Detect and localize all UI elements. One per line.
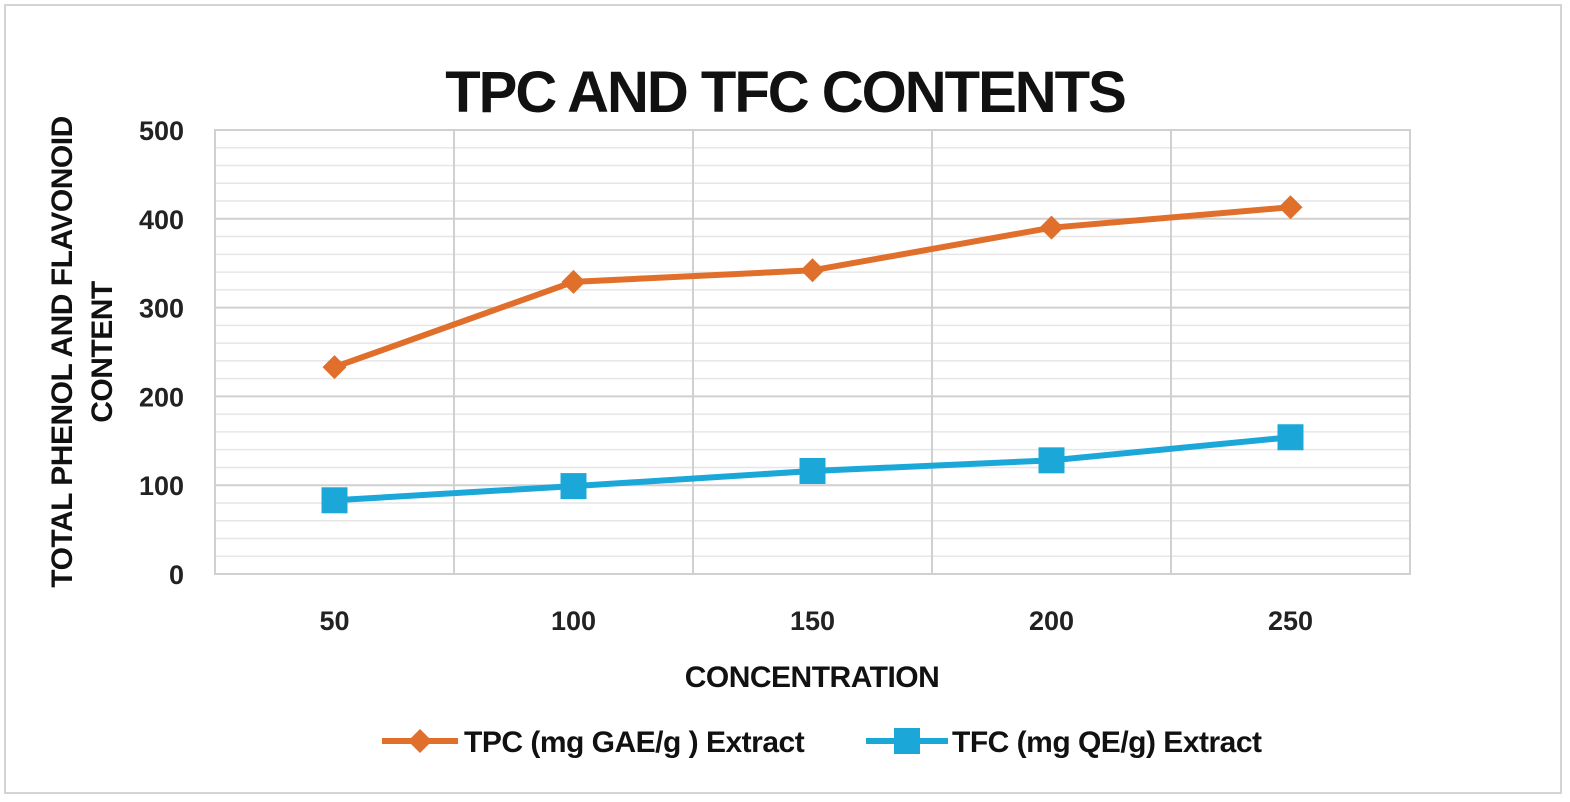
y-tick-label: 400 bbox=[139, 205, 184, 235]
series-tfc bbox=[321, 424, 1304, 514]
x-tick-label: 150 bbox=[790, 606, 835, 636]
legend-item-tfc: TFC (mg QE/g) Extract bbox=[866, 726, 1263, 759]
y-tick-label: 500 bbox=[139, 116, 184, 146]
data-point-square bbox=[799, 457, 826, 484]
x-axis-label: CONCENTRATION bbox=[685, 661, 940, 694]
plot-area-border bbox=[214, 129, 1411, 575]
chart-frame bbox=[4, 4, 1562, 794]
y-axis-label-line2: CONTENT bbox=[86, 281, 119, 423]
data-point-diamond bbox=[322, 355, 347, 380]
data-point-square bbox=[1038, 447, 1065, 474]
y-tick-label: 100 bbox=[139, 471, 184, 501]
y-axis-label: TOTAL PHENOL AND FLAVONOID CONTENT bbox=[46, 116, 119, 587]
y-tick-label: 300 bbox=[139, 294, 184, 324]
major-gridlines bbox=[215, 129, 1410, 575]
y-axis-label-line1: TOTAL PHENOL AND FLAVONOID bbox=[46, 116, 79, 587]
data-point-square bbox=[321, 487, 348, 514]
data-point-diamond bbox=[1278, 195, 1303, 220]
y-tick-label: 0 bbox=[169, 560, 184, 590]
data-point-square bbox=[560, 473, 587, 500]
x-tick-label: 200 bbox=[1029, 606, 1074, 636]
legend-label: TFC (mg QE/g) Extract bbox=[952, 726, 1262, 759]
data-point-square bbox=[894, 728, 920, 754]
series-tpc bbox=[322, 195, 1303, 380]
legend-item-tpc: TPC (mg GAE/g ) Extract bbox=[382, 726, 805, 759]
data-point-diamond bbox=[561, 269, 586, 294]
y-tick-label: 200 bbox=[139, 382, 184, 412]
legend-label: TPC (mg GAE/g ) Extract bbox=[464, 726, 805, 759]
data-point-diamond bbox=[800, 258, 825, 283]
data-point-square bbox=[1277, 424, 1304, 451]
data-point-diamond bbox=[408, 729, 432, 753]
minor-gridlines bbox=[215, 147, 1410, 557]
y-axis-ticks: 0 100 200 300 400 500 bbox=[139, 116, 184, 590]
series-layer bbox=[321, 195, 1304, 514]
legend: TPC (mg GAE/g ) Extract TFC (mg QE/g) Ext… bbox=[382, 726, 1263, 759]
x-tick-label: 250 bbox=[1268, 606, 1313, 636]
x-axis-ticks: 50 100 150 200 250 bbox=[319, 606, 1313, 636]
x-tick-label: 50 bbox=[319, 606, 349, 636]
data-point-diamond bbox=[1039, 215, 1064, 240]
chart-title: TPC AND TFC CONTENTS bbox=[445, 60, 1125, 125]
x-tick-label: 100 bbox=[551, 606, 596, 636]
